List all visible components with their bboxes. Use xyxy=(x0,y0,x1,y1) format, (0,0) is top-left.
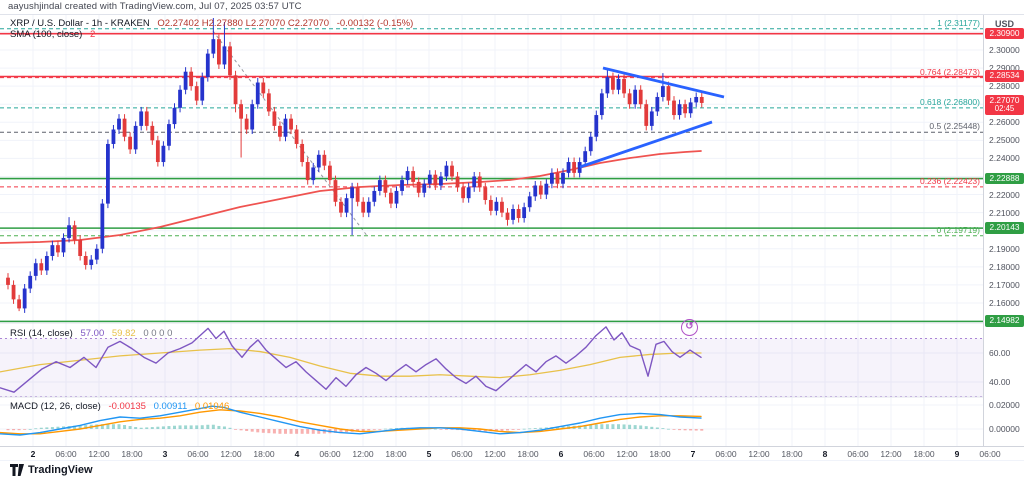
ohlc-values: O2.27402 H2.27880 L2.27070 C2.27070 xyxy=(157,18,330,29)
time-label: 12:00 xyxy=(748,449,770,459)
time-label: 12:00 xyxy=(484,449,506,459)
tradingview-logo[interactable]: TradingView xyxy=(10,464,93,476)
macd-signal-value: 0.01046 xyxy=(194,401,230,412)
time-label: 06:00 xyxy=(979,449,1001,459)
price-tick: 2.24000 xyxy=(989,153,1020,164)
chart-area[interactable]: XRP / U.S. Dollar - 1h - KRAKEN O2.27402… xyxy=(0,14,1024,447)
rsi-tick: 60.00 xyxy=(989,348,1011,358)
currency-label: USD xyxy=(994,19,1014,29)
attribution-text: aayushjindal created with TradingView.co… xyxy=(8,1,302,12)
footer-bar: TradingView xyxy=(0,460,1024,479)
time-label: 18:00 xyxy=(121,449,143,459)
time-label: 06:00 xyxy=(187,449,209,459)
sma-legend: SMA (100, close) 2 xyxy=(10,29,95,40)
countdown-timer: 02:45 xyxy=(994,104,1015,114)
time-label: 06:00 xyxy=(847,449,869,459)
time-axis[interactable]: 2 06:00 12:00 18:00 3 06:00 12:00 18:00 4 06:00 12… xyxy=(0,446,1024,461)
time-label: 3 xyxy=(162,449,168,459)
macd-line-value: 0.00911 xyxy=(153,401,188,412)
price-tick: 2.28000 xyxy=(989,81,1020,92)
time-label: 06:00 xyxy=(583,449,605,459)
rsi-inputs: 0 0 0 0 xyxy=(143,328,173,339)
time-label: 18:00 xyxy=(781,449,803,459)
time-label: 12:00 xyxy=(220,449,242,459)
price-tick: 2.19000 xyxy=(989,243,1020,254)
price-badge: 2.14982 xyxy=(985,315,1024,327)
time-label: 18:00 xyxy=(253,449,275,459)
time-label: 9 xyxy=(954,449,960,459)
time-label: 6 xyxy=(558,449,564,459)
rsi-value: 57.00 xyxy=(80,328,105,339)
price-tick: 2.26000 xyxy=(989,117,1020,128)
time-label: 5 xyxy=(426,449,432,459)
price-tick: 2.17000 xyxy=(989,279,1020,290)
change-value: -0.00132 (-0.15%) xyxy=(336,18,414,29)
time-label: 12:00 xyxy=(352,449,374,459)
macd-tick: 0.02000 xyxy=(989,400,1020,410)
price-badge: 2.30900 xyxy=(985,27,1024,40)
price-tick: 2.16000 xyxy=(989,297,1020,308)
price-axis[interactable]: USD 2.30000 2.29000 2.28000 2.26000 2.25000 2… xyxy=(983,15,1024,447)
time-label: 12:00 xyxy=(88,449,110,459)
time-label: 7 xyxy=(690,449,696,459)
time-label: 06:00 xyxy=(715,449,737,459)
rsi-ma-value: 59.82 xyxy=(111,328,136,339)
macd-hist-value: -0.00135 xyxy=(108,401,146,412)
time-label: 2 xyxy=(30,449,36,459)
price-badge: 2.27070 02:45 xyxy=(985,94,1024,116)
macd-legend: MACD (12, 26, close) -0.00135 0.00911 0.… xyxy=(10,401,229,412)
price-badge: 2.22888 xyxy=(985,172,1024,185)
time-label: 06:00 xyxy=(451,449,473,459)
alert-marker-icon[interactable]: ↺ xyxy=(681,319,698,336)
price-tick: 2.25000 xyxy=(989,135,1020,146)
price-tick: 2.30000 xyxy=(989,45,1020,55)
macd-tick: 0.00000 xyxy=(989,424,1020,434)
price-tick: 2.18000 xyxy=(989,261,1020,272)
symbol-legend: XRP / U.S. Dollar - 1h - KRAKEN O2.27402… xyxy=(10,18,413,29)
time-label: 4 xyxy=(294,449,300,459)
price-tick: 2.29000 xyxy=(989,63,1020,74)
time-label: 06:00 xyxy=(55,449,77,459)
sma-label: SMA (100, close) xyxy=(10,29,83,40)
price-badge: 2.28534 xyxy=(985,70,1024,83)
time-label: 06:00 xyxy=(319,449,341,459)
rsi-label: RSI (14, close) xyxy=(10,328,73,339)
price-badge: 2.20143 xyxy=(985,222,1024,234)
rsi-tick: 40.00 xyxy=(989,377,1011,387)
time-label: 12:00 xyxy=(880,449,902,459)
symbol-title: XRP / U.S. Dollar - 1h - KRAKEN xyxy=(10,18,150,29)
price-tick: 2.21000 xyxy=(989,207,1020,218)
time-label: 18:00 xyxy=(385,449,407,459)
macd-label: MACD (12, 26, close) xyxy=(10,401,101,412)
price-tick: 2.22000 xyxy=(989,189,1020,200)
time-label: 18:00 xyxy=(517,449,539,459)
time-label: 8 xyxy=(822,449,828,459)
brand-name: TradingView xyxy=(28,464,93,476)
tradingview-mark-icon xyxy=(10,464,24,476)
time-label: 12:00 xyxy=(616,449,638,459)
time-label: 18:00 xyxy=(649,449,671,459)
chart-canvas[interactable] xyxy=(0,15,983,447)
time-label: 18:00 xyxy=(913,449,935,459)
rsi-legend: RSI (14, close) 57.00 59.82 0 0 0 0 xyxy=(10,328,172,339)
sma-value: 2 xyxy=(89,29,96,40)
